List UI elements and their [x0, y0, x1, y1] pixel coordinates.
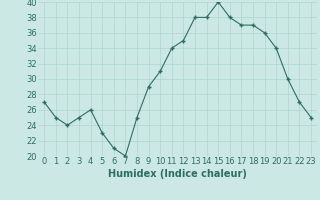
X-axis label: Humidex (Indice chaleur): Humidex (Indice chaleur)	[108, 169, 247, 179]
